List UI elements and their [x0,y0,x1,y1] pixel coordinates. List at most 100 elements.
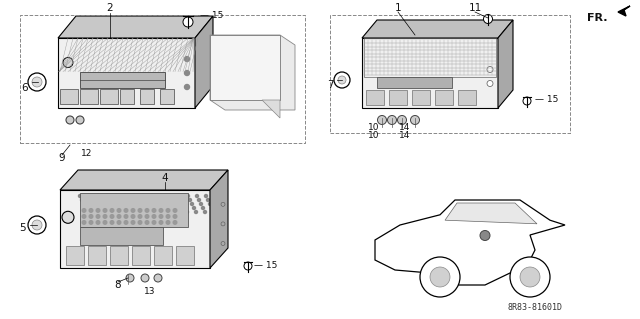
Circle shape [28,73,46,91]
Circle shape [103,221,107,224]
Circle shape [110,221,114,224]
Circle shape [117,215,121,218]
Circle shape [195,195,198,197]
Bar [60,89,78,104]
Circle shape [209,203,211,205]
Circle shape [63,57,73,68]
Circle shape [96,209,100,212]
Circle shape [118,203,122,205]
Circle shape [126,274,134,282]
Text: 13: 13 [144,286,156,295]
Circle shape [138,215,142,218]
Circle shape [177,195,180,197]
Bar [100,89,118,104]
Circle shape [150,195,154,197]
Circle shape [103,215,107,218]
Polygon shape [362,20,513,38]
Bar [176,246,194,265]
Circle shape [520,267,540,287]
Circle shape [134,198,138,202]
Bar [140,89,154,104]
Circle shape [420,257,460,297]
Circle shape [117,209,121,212]
Circle shape [334,72,350,88]
Circle shape [104,211,108,213]
Circle shape [124,209,128,212]
Circle shape [184,70,189,76]
Circle shape [106,195,109,197]
Circle shape [62,211,74,223]
Circle shape [154,203,157,205]
Circle shape [184,56,189,62]
Bar [132,246,150,265]
Text: 1: 1 [395,3,401,13]
Polygon shape [210,170,228,268]
Circle shape [152,198,156,202]
Circle shape [129,206,132,210]
Circle shape [152,215,156,218]
Text: 2: 2 [107,3,113,13]
Circle shape [32,77,42,87]
Circle shape [177,211,179,213]
Circle shape [92,203,95,205]
Circle shape [214,195,216,197]
Circle shape [136,203,140,205]
Circle shape [173,221,177,224]
Circle shape [145,209,149,212]
Circle shape [191,203,193,205]
Bar [110,246,128,265]
Circle shape [159,195,163,197]
Circle shape [487,66,493,72]
Circle shape [110,209,114,212]
Circle shape [116,198,120,202]
Bar [80,89,98,104]
Circle shape [244,262,252,270]
Circle shape [113,211,116,213]
Circle shape [221,202,225,206]
Circle shape [168,195,172,197]
Circle shape [132,195,136,197]
Circle shape [186,195,189,197]
Circle shape [147,206,150,210]
Circle shape [173,215,177,218]
Circle shape [195,211,198,213]
Bar [120,89,134,104]
Circle shape [28,216,46,234]
Polygon shape [60,170,228,190]
Circle shape [96,215,100,218]
Circle shape [76,116,84,124]
Bar [412,90,430,105]
Circle shape [161,198,164,202]
Circle shape [211,206,214,210]
Circle shape [189,198,191,202]
Circle shape [152,221,156,224]
Circle shape [82,209,86,212]
Circle shape [89,221,93,224]
Circle shape [480,231,490,241]
Circle shape [141,274,149,282]
Circle shape [131,215,135,218]
Polygon shape [618,6,630,16]
Text: — 15: — 15 [254,261,277,270]
Circle shape [99,198,102,202]
Bar [362,38,498,108]
Circle shape [109,203,113,205]
Text: 6: 6 [22,83,28,93]
Bar [160,89,174,104]
Circle shape [387,115,397,124]
Bar [366,90,384,105]
Circle shape [170,198,173,202]
Circle shape [159,209,163,212]
Circle shape [89,215,93,218]
Bar [210,35,280,100]
Circle shape [166,221,170,224]
Circle shape [86,211,90,213]
Circle shape [32,220,42,230]
Circle shape [108,198,111,202]
Bar [154,246,172,265]
Circle shape [131,221,135,224]
Text: 10: 10 [368,130,380,139]
Circle shape [93,206,97,210]
Circle shape [124,221,128,224]
Circle shape [183,17,193,27]
